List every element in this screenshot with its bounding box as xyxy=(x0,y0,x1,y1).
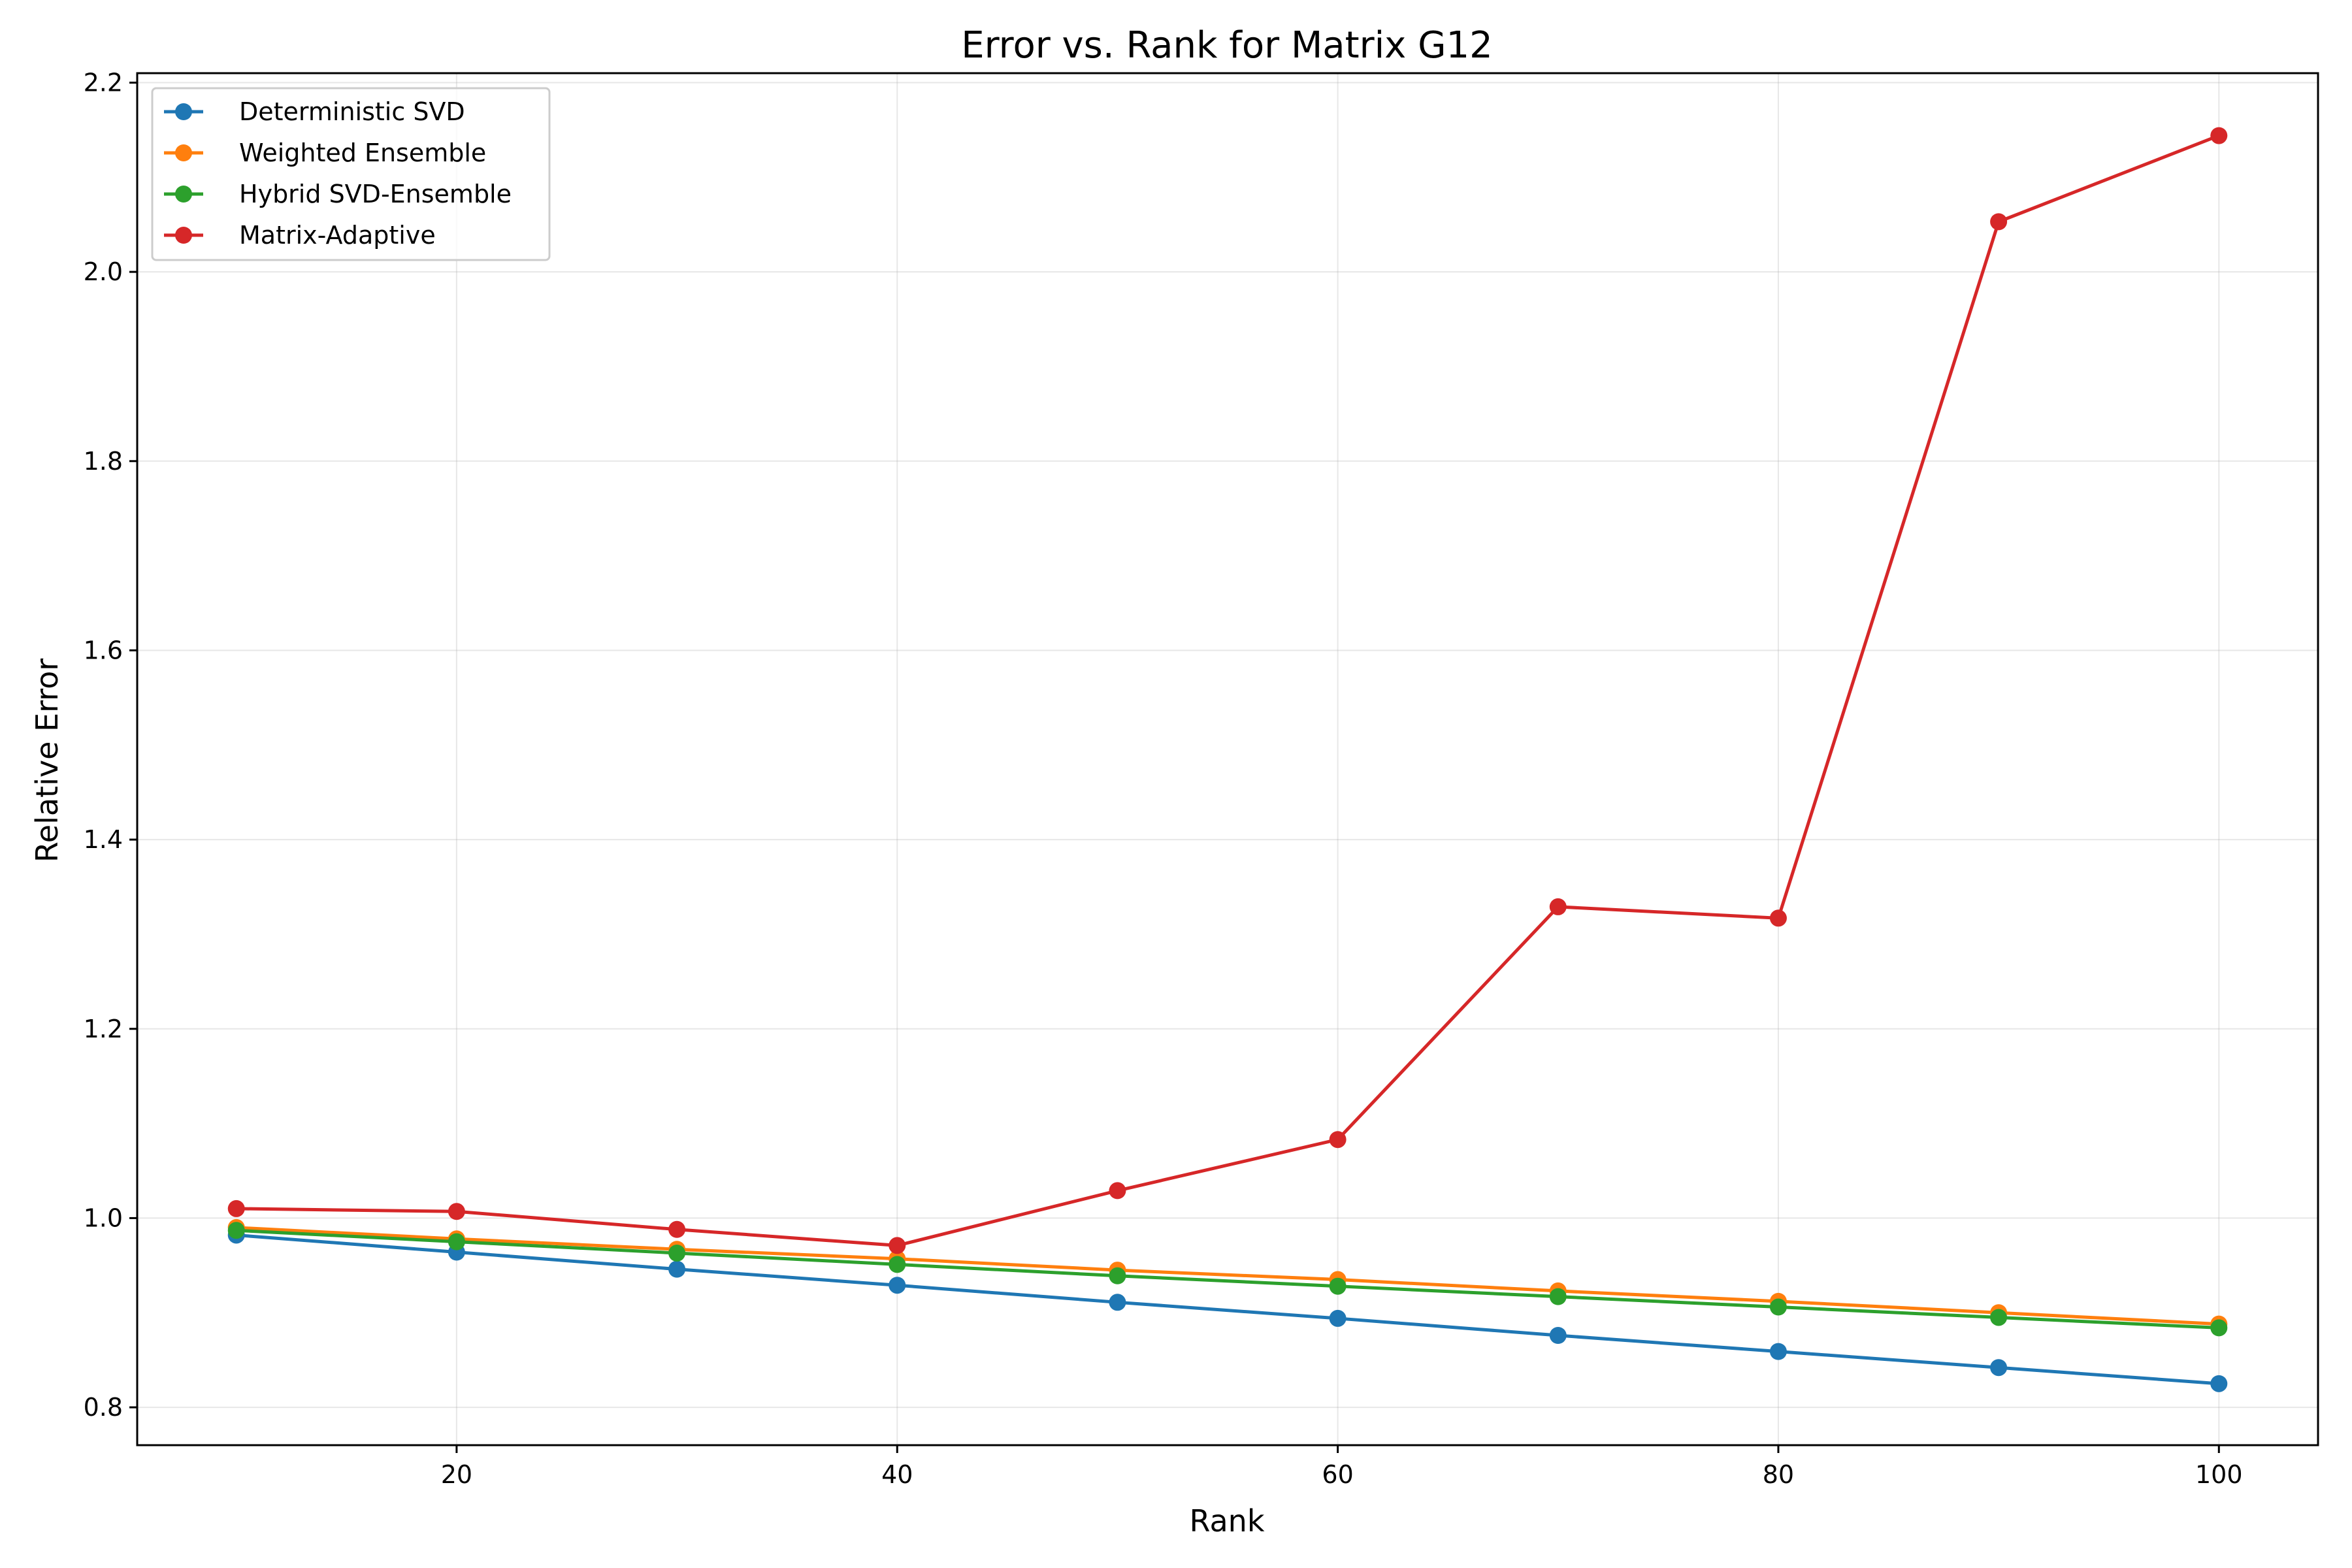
data-point xyxy=(1990,1359,2008,1377)
y-tick-label: 1.2 xyxy=(84,1015,123,1043)
data-point xyxy=(668,1245,686,1262)
data-point xyxy=(1109,1294,1126,1311)
data-point xyxy=(1549,1327,1567,1344)
y-axis-label: Relative Error xyxy=(29,659,65,862)
data-point xyxy=(1990,1309,2008,1326)
series-matrix-adaptive xyxy=(227,127,2228,1254)
data-point xyxy=(2210,1375,2228,1392)
data-point xyxy=(668,1220,686,1238)
legend-marker xyxy=(175,227,192,244)
data-point xyxy=(1549,898,1567,915)
y-tick-label: 1.4 xyxy=(84,825,123,854)
legend-label: Deterministic SVD xyxy=(239,97,465,126)
series-line xyxy=(236,134,2220,1247)
series-deterministic-svd xyxy=(227,1226,2228,1392)
data-point xyxy=(227,1222,245,1239)
legend-box xyxy=(151,87,551,261)
data-point xyxy=(1549,1288,1567,1305)
data-point xyxy=(1990,213,2008,231)
y-tick-label: 2.0 xyxy=(84,257,123,286)
plot-frame xyxy=(136,72,2319,1446)
series-line xyxy=(236,1226,2219,1326)
x-tick-label: 100 xyxy=(2195,1460,2243,1489)
data-point xyxy=(1769,909,1787,927)
data-point xyxy=(1329,1309,1347,1327)
data-point xyxy=(2210,127,2228,144)
x-tick-label: 60 xyxy=(1322,1460,1353,1489)
tick-layer: 20 40 60 80 100 0.8 1.0 1.2 1.4 1.6 1.8 2.0 2.2 xyxy=(84,68,2243,1489)
grid-layer xyxy=(137,73,2318,1445)
data-point xyxy=(1769,1298,1787,1316)
data-point xyxy=(1109,1182,1126,1200)
data-point xyxy=(1109,1267,1126,1284)
series-hybrid-svd-ensemble xyxy=(227,1222,2228,1337)
data-point xyxy=(448,1233,465,1250)
x-axis-label: Rank xyxy=(1190,1503,1265,1539)
data-point xyxy=(227,1200,245,1217)
x-tick-label: 40 xyxy=(881,1460,913,1489)
legend-label: Matrix-Adaptive xyxy=(239,221,436,250)
y-tick-label: 0.8 xyxy=(84,1393,123,1422)
data-point xyxy=(889,1277,906,1294)
data-point xyxy=(2210,1319,2228,1337)
data-point xyxy=(889,1256,906,1273)
legend-marker xyxy=(175,144,192,161)
x-tick-label: 20 xyxy=(441,1460,472,1489)
legend: Deterministic SVD Weighted Ensemble Hybrid… xyxy=(151,87,551,261)
series-line xyxy=(236,1228,2219,1330)
chart-title: Error vs. Rank for Matrix G12 xyxy=(961,24,1493,67)
legend-marker xyxy=(175,103,192,120)
data-point xyxy=(1329,1131,1347,1149)
data-point xyxy=(448,1203,465,1220)
y-tick-label: 1.0 xyxy=(84,1203,123,1232)
legend-marker xyxy=(175,186,192,203)
series-layer xyxy=(227,127,2228,1392)
data-point xyxy=(668,1260,686,1278)
y-tick-label: 2.2 xyxy=(84,68,123,97)
data-point xyxy=(1329,1277,1347,1295)
y-tick-label: 1.6 xyxy=(84,636,123,664)
y-tick-label: 1.8 xyxy=(84,447,123,476)
legend-label: Hybrid SVD-Ensemble xyxy=(239,180,512,208)
series-line xyxy=(236,1233,2219,1386)
x-tick-label: 80 xyxy=(1763,1460,1794,1489)
legend-label: Weighted Ensemble xyxy=(239,139,486,167)
data-point xyxy=(1769,1343,1787,1360)
data-point xyxy=(889,1237,906,1254)
